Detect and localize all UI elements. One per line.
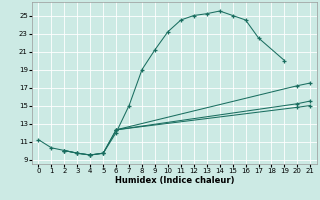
X-axis label: Humidex (Indice chaleur): Humidex (Indice chaleur) bbox=[115, 176, 234, 185]
